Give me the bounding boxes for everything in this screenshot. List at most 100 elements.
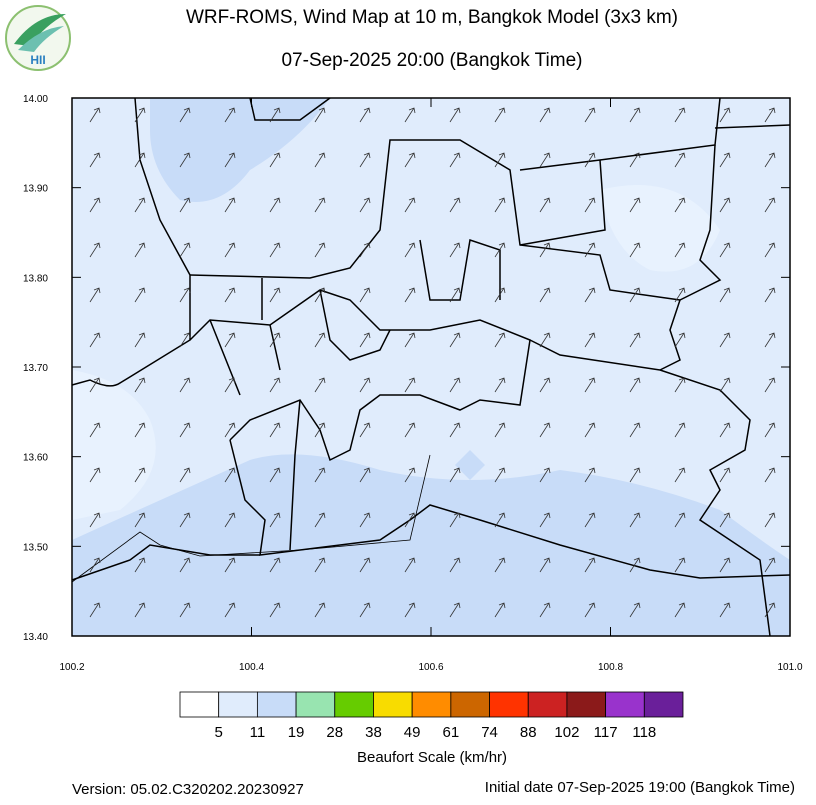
- wind-arrow: [404, 107, 416, 123]
- wind-arrow: [314, 602, 326, 618]
- x-tick-label: 100.8: [598, 662, 623, 673]
- wind-zone: [455, 450, 485, 480]
- wind-arrow: [134, 602, 146, 618]
- colorbar: 5 11 19 28 38 49 61 74 88 102 117 118: [179, 691, 684, 741]
- wind-arrow: [224, 512, 236, 528]
- boundary: [519, 97, 721, 171]
- wind-arrow: [314, 152, 326, 168]
- title: WRF-ROMS, Wind Map at 10 m, Bangkok Mode…: [186, 7, 678, 28]
- boundary: [189, 139, 681, 371]
- wind-arrow: [404, 242, 416, 258]
- wind-arrow: [494, 422, 506, 438]
- wind-arrow: [89, 197, 101, 213]
- wind-arrow: [494, 467, 506, 483]
- wind-arrow: [449, 152, 461, 168]
- wind-arrow: [539, 152, 551, 168]
- wind-arrow: [224, 602, 236, 618]
- wind-arrow: [584, 152, 596, 168]
- wind-arrow: [719, 242, 731, 258]
- boundary: [249, 97, 331, 121]
- wind-arrows: [89, 107, 776, 618]
- boundary: [679, 144, 722, 301]
- colorbar-swatch: [643, 691, 684, 718]
- wind-arrow: [584, 287, 596, 303]
- wind-arrow: [719, 107, 731, 123]
- wind-arrow: [539, 332, 551, 348]
- wind-arrow: [719, 512, 731, 528]
- colorbar-label: 11: [250, 724, 266, 741]
- wind-arrow: [269, 422, 281, 438]
- boundary: [71, 544, 260, 581]
- wind-arrow: [629, 197, 641, 213]
- wind-arrow: [629, 422, 641, 438]
- wind-arrow: [449, 512, 461, 528]
- colorbar-swatch: [218, 691, 258, 718]
- wind-arrow: [269, 467, 281, 483]
- wind-arrow: [539, 467, 551, 483]
- wind-arrow: [89, 467, 101, 483]
- colorbar-label: 38: [365, 724, 382, 741]
- colorbar-swatch: [334, 691, 374, 718]
- wind-arrow: [494, 107, 506, 123]
- y-tick-label: 13.90: [23, 184, 48, 195]
- wind-arrow: [404, 197, 416, 213]
- wind-arrow: [404, 377, 416, 393]
- boundary: [319, 289, 391, 361]
- wind-arrow: [89, 512, 101, 528]
- wind-arrow: [89, 107, 101, 123]
- coastline: [71, 454, 431, 583]
- y-tick-label: 13.40: [23, 632, 48, 643]
- colorbar-swatch: [566, 691, 607, 718]
- boundary: [714, 124, 791, 129]
- wind-arrow: [179, 512, 191, 528]
- wind-arrow: [584, 377, 596, 393]
- wind-arrow: [494, 512, 506, 528]
- wind-arrow: [584, 512, 596, 528]
- wind-arrow: [179, 332, 191, 348]
- wind-arrow: [224, 107, 236, 123]
- wind-arrow: [584, 332, 596, 348]
- colorbar-label: 117: [594, 724, 618, 741]
- wind-arrow: [359, 377, 371, 393]
- colorbar-swatch: [179, 691, 220, 718]
- colorbar-swatch: [411, 691, 452, 718]
- wind-arrow: [719, 377, 731, 393]
- wind-arrow: [449, 197, 461, 213]
- wind-arrow: [404, 602, 416, 618]
- wind-arrow: [449, 467, 461, 483]
- wind-arrow: [584, 242, 596, 258]
- wind-arrow: [449, 287, 461, 303]
- y-tick-label: 14.00: [23, 94, 48, 105]
- wind-arrow: [179, 242, 191, 258]
- wind-arrow: [269, 377, 281, 393]
- wind-arrow: [269, 107, 281, 123]
- wind-arrow: [674, 602, 686, 618]
- wind-arrow: [764, 602, 776, 618]
- map: 100.2 100.4 100.6 100.8 101.0 14.00 13.90 13.80…: [23, 94, 803, 673]
- wind-arrow: [359, 557, 371, 573]
- boundary: [289, 399, 301, 551]
- wind-arrow: [449, 107, 461, 123]
- wind-arrow: [674, 377, 686, 393]
- wind-arrow: [269, 332, 281, 348]
- colorbar-label: 74: [481, 724, 498, 741]
- wind-arrow: [314, 242, 326, 258]
- wind-arrow: [224, 152, 236, 168]
- wind-arrow: [674, 287, 686, 303]
- wind-arrow: [314, 197, 326, 213]
- wind-arrow: [359, 107, 371, 123]
- logo-text: HII: [30, 53, 45, 67]
- wind-arrow: [674, 467, 686, 483]
- wind-arrow: [404, 152, 416, 168]
- wind-arrow: [674, 107, 686, 123]
- x-tick-label: 101.0: [777, 662, 802, 673]
- wind-arrow: [629, 242, 641, 258]
- wind-arrow: [674, 422, 686, 438]
- wind-arrow: [89, 377, 101, 393]
- wind-arrow: [719, 332, 731, 348]
- wind-arrow: [674, 242, 686, 258]
- y-tick-label: 13.60: [23, 453, 48, 464]
- wind-arrow: [269, 152, 281, 168]
- wind-zone: [150, 98, 330, 202]
